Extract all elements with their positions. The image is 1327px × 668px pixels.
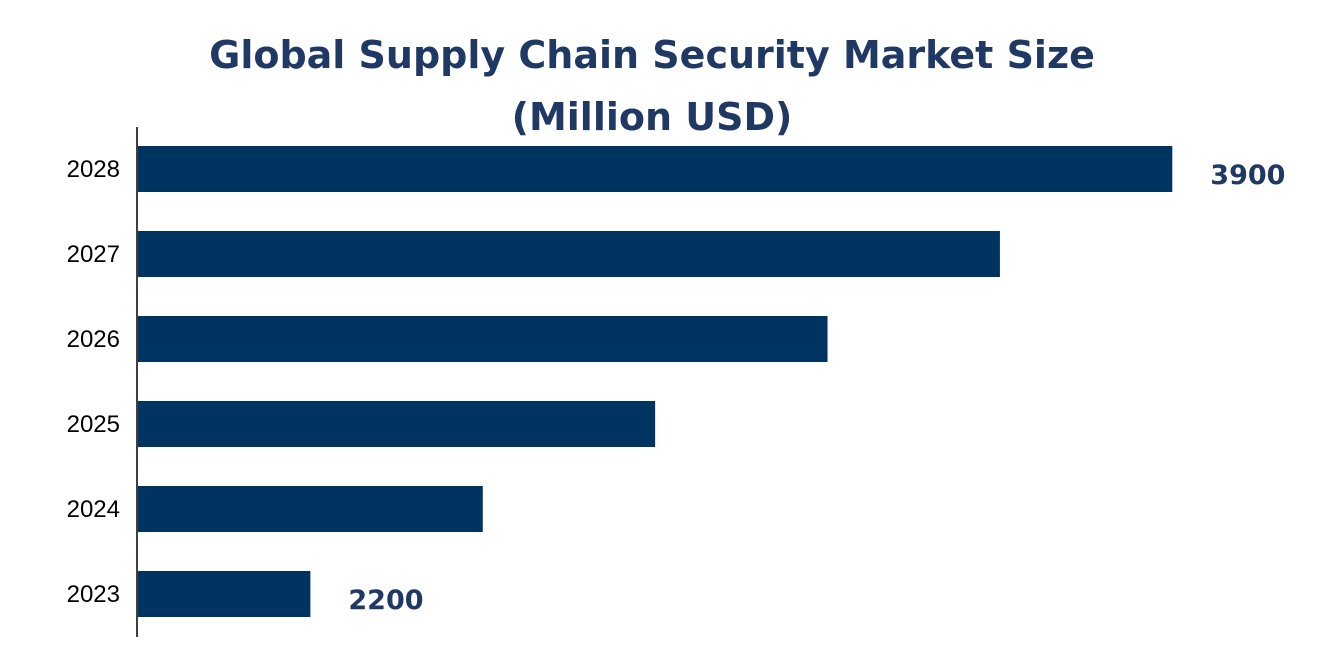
chart-title-line-2: (Million USD) bbox=[512, 95, 793, 139]
y-tick-label-2027: 2027 bbox=[67, 241, 120, 268]
bar-2028 bbox=[138, 146, 1173, 192]
y-tick-label-2026: 2026 bbox=[67, 326, 120, 353]
bar-2025 bbox=[138, 401, 656, 447]
chart-title-line-1: Global Supply Chain Security Market Size bbox=[209, 33, 1095, 77]
bar-2024 bbox=[138, 486, 483, 532]
data-label-2028: 3900 bbox=[1210, 160, 1285, 191]
bar-2023 bbox=[138, 571, 311, 617]
y-tick-label-2024: 2024 bbox=[67, 496, 120, 523]
y-tick-label-2023: 2023 bbox=[67, 581, 120, 608]
y-tick-label-2025: 2025 bbox=[67, 411, 120, 438]
y-tick-label-2028: 2028 bbox=[67, 156, 120, 183]
bar-2027 bbox=[138, 231, 1000, 277]
bar-2026 bbox=[138, 316, 828, 362]
data-label-2023: 2200 bbox=[348, 585, 423, 616]
